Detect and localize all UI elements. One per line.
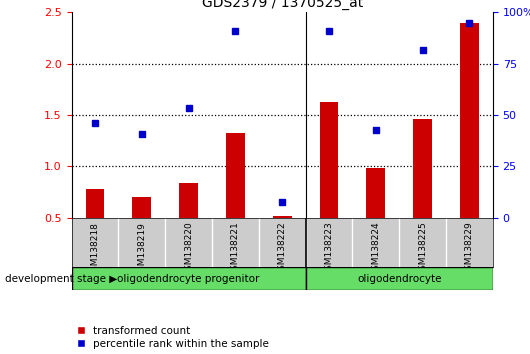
Text: GSM138225: GSM138225 xyxy=(418,222,427,276)
Bar xyxy=(72,267,306,290)
Text: development stage ▶: development stage ▶ xyxy=(5,274,118,284)
Bar xyxy=(460,23,479,218)
Bar xyxy=(320,102,338,218)
Bar xyxy=(273,216,292,218)
Text: GSM138223: GSM138223 xyxy=(324,222,333,276)
Bar xyxy=(179,183,198,218)
Text: GSM138229: GSM138229 xyxy=(465,222,474,276)
Text: oligodendrocyte progenitor: oligodendrocyte progenitor xyxy=(118,274,260,284)
Bar xyxy=(306,267,493,290)
Text: GSM138221: GSM138221 xyxy=(231,222,240,276)
Bar xyxy=(367,169,385,218)
Text: GSM138220: GSM138220 xyxy=(184,222,193,276)
Text: oligodendrocyte: oligodendrocyte xyxy=(357,274,441,284)
Text: GSM138219: GSM138219 xyxy=(137,222,146,276)
Text: GSM138224: GSM138224 xyxy=(372,222,381,276)
Bar xyxy=(413,119,432,218)
Text: GSM138218: GSM138218 xyxy=(91,222,100,276)
Title: GDS2379 / 1370525_at: GDS2379 / 1370525_at xyxy=(201,0,363,10)
Legend: transformed count, percentile rank within the sample: transformed count, percentile rank withi… xyxy=(77,326,269,349)
Text: GSM138222: GSM138222 xyxy=(278,222,287,276)
Bar xyxy=(86,189,104,218)
Bar xyxy=(226,132,245,218)
Bar xyxy=(132,197,151,218)
